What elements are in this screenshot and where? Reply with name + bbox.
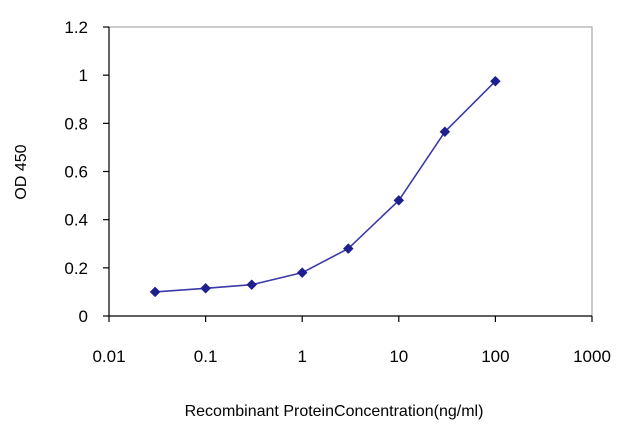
y-tick-label: 0.4 — [64, 211, 88, 230]
series-layer — [149, 75, 501, 298]
x-tick-label: 0.01 — [92, 347, 125, 366]
ticks-layer: 0 0.2 0.4 0.6 0.8 1 1.2 0.01 0.1 1 10 100 1000 — [64, 18, 611, 366]
x-axis-label: Recombinant ProteinConcentration(ng/ml) — [185, 403, 484, 420]
data-point-marker — [439, 126, 451, 138]
y-tick-label: 1 — [79, 66, 88, 85]
data-point-marker — [200, 282, 211, 294]
axes-layer — [108, 26, 593, 317]
data-point-marker — [246, 279, 258, 291]
x-tick-label: 10 — [389, 347, 408, 366]
y-tick-label: 0.8 — [64, 114, 88, 133]
data-point-marker — [490, 75, 501, 87]
x-tick-label: 1 — [297, 347, 306, 366]
x-tick-label: 100 — [481, 347, 509, 366]
y-tick-label: 0.6 — [64, 163, 88, 182]
x-tick-label: 1000 — [573, 347, 611, 366]
y-tick-label: 0 — [79, 307, 88, 326]
plot-area-border — [108, 26, 593, 317]
data-point-marker — [393, 195, 405, 206]
x-tick-label: 0.1 — [194, 347, 218, 366]
y-tick-label: 0.2 — [64, 259, 88, 278]
data-point-marker — [342, 243, 354, 254]
data-point-marker — [296, 267, 308, 279]
series-line — [155, 80, 496, 293]
y-tick-label: 1.2 — [64, 18, 88, 37]
data-point-marker — [149, 286, 161, 298]
y-axis-label: OD 450 — [13, 144, 30, 199]
